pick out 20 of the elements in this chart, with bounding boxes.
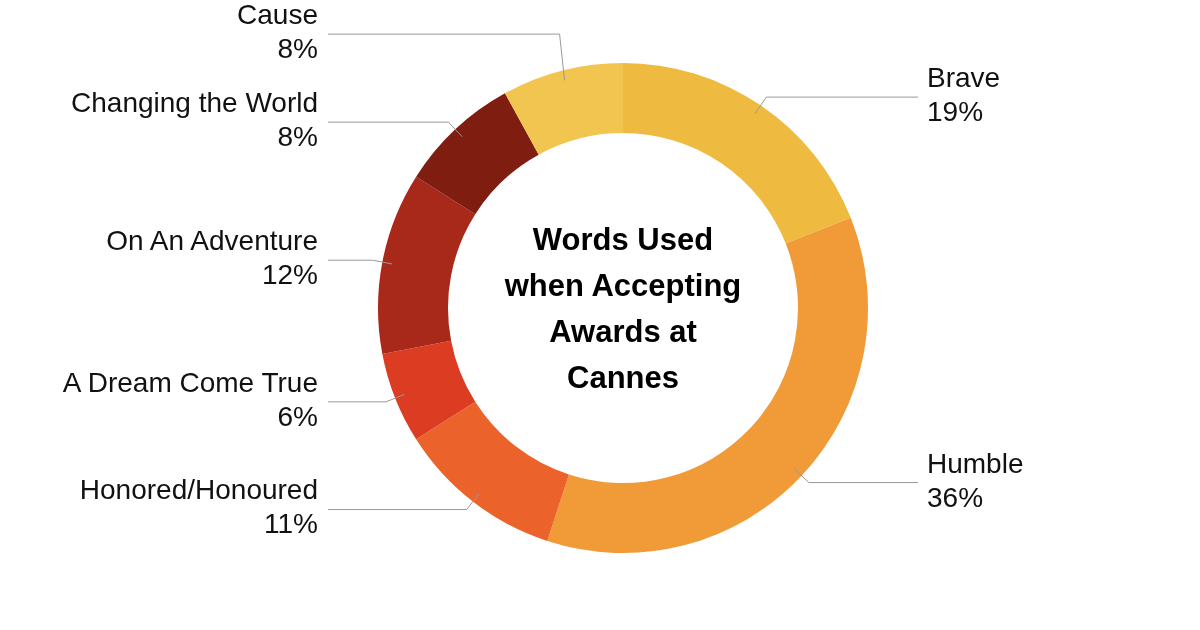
slice-label: Humble xyxy=(927,447,1024,479)
donut-slice xyxy=(382,340,476,440)
slice-label: Honored/Honoured xyxy=(79,474,318,506)
donut-slice xyxy=(416,93,539,215)
data-label: 36% xyxy=(927,481,984,513)
data-label: 11% xyxy=(264,508,318,540)
data-label: 8% xyxy=(277,121,318,153)
donut-slice xyxy=(378,176,476,354)
donut-slice xyxy=(504,63,623,155)
data-label: 12% xyxy=(261,259,318,291)
data-label: 6% xyxy=(277,400,318,432)
slice-label: Changing the World xyxy=(71,87,318,119)
slice-label: On An Adventure xyxy=(106,225,318,257)
slice-label: A Dream Come True xyxy=(62,366,318,398)
data-label: 19% xyxy=(927,96,984,128)
slice-label: Cause xyxy=(237,0,318,31)
text: Words Used when Accepting Awards at Cannes xyxy=(503,222,742,395)
donut-slice xyxy=(416,401,569,542)
data-label: 8% xyxy=(277,33,318,65)
slice-label: Brave xyxy=(927,62,1001,94)
